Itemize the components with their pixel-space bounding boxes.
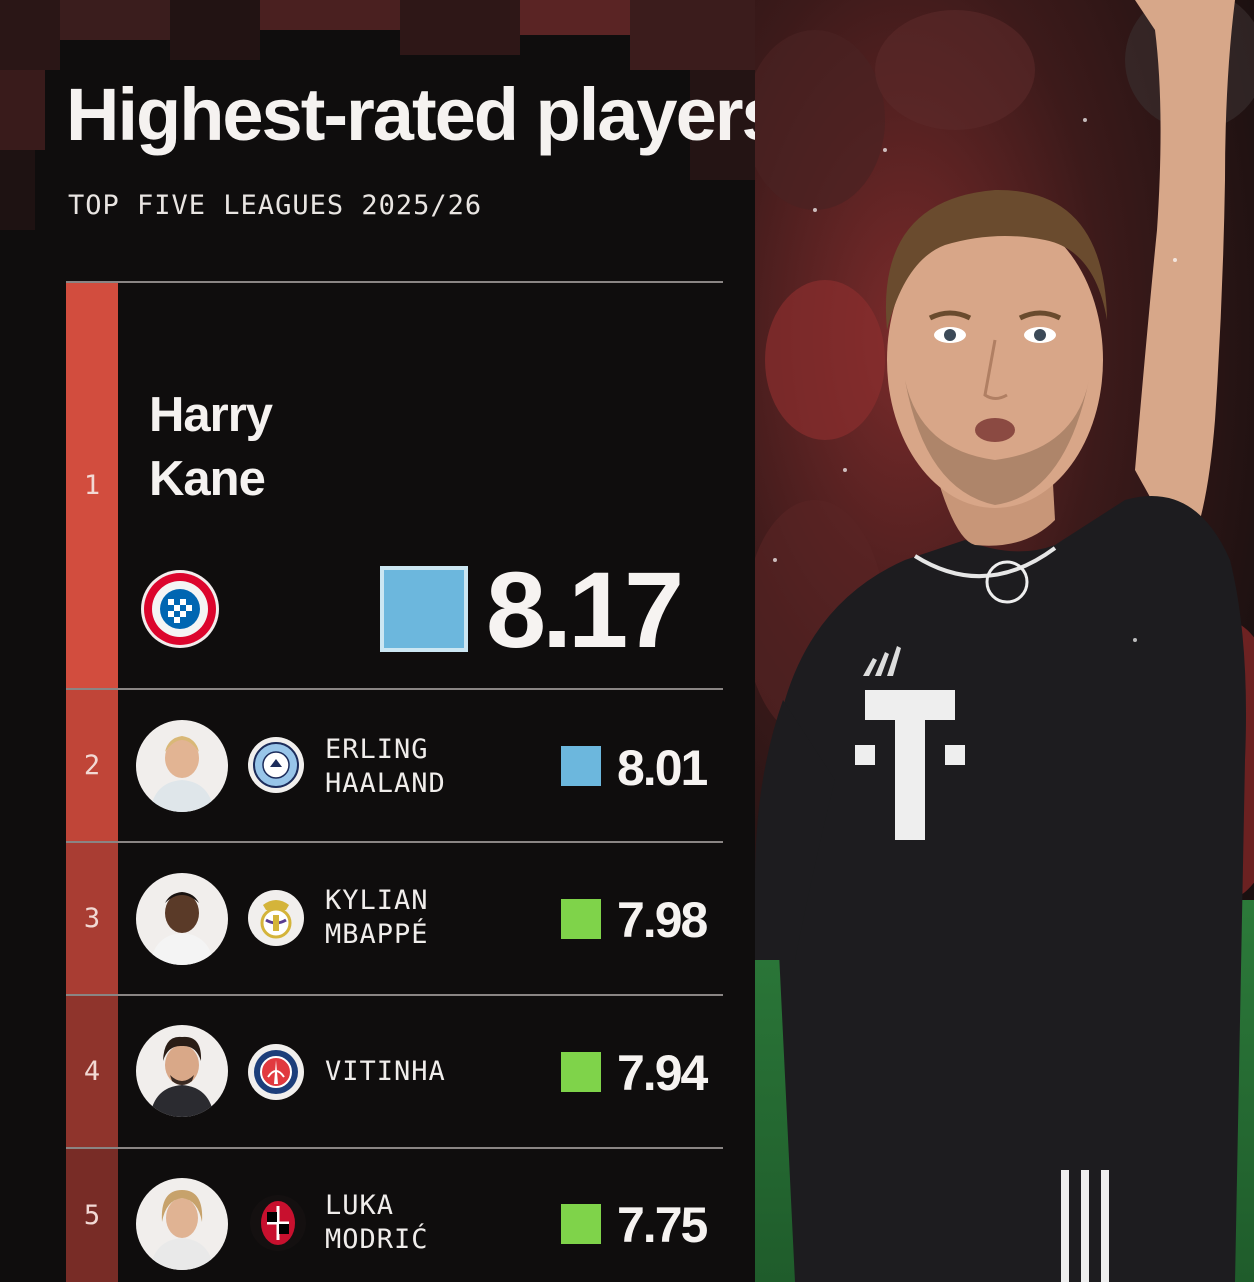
psg-crest-icon bbox=[248, 1044, 304, 1100]
pixel-block bbox=[400, 0, 520, 55]
rank-number: 2 bbox=[83, 750, 101, 781]
rank-badge: 4 bbox=[66, 996, 118, 1147]
player-photo-illustration bbox=[755, 0, 1254, 1282]
pixel-block bbox=[170, 0, 260, 60]
avatar bbox=[136, 1178, 228, 1270]
rank-number: 4 bbox=[83, 1056, 101, 1087]
pixel-block bbox=[260, 0, 400, 30]
player-rating: 7.94 bbox=[617, 1045, 708, 1101]
rank-badge: 2 bbox=[66, 690, 118, 841]
avatar bbox=[136, 720, 228, 812]
page-subtitle: TOP FIVE LEAGUES 2025/26 bbox=[68, 190, 483, 221]
pixel-block bbox=[0, 150, 35, 230]
avatar bbox=[136, 873, 228, 965]
pixel-block bbox=[0, 70, 45, 150]
rank-badge: 1 bbox=[66, 283, 118, 688]
rating-color-square bbox=[561, 899, 601, 939]
player-first-name: VITINHA bbox=[325, 1056, 446, 1087]
player-name: LUKA MODRIĆ bbox=[325, 1189, 429, 1257]
divider bbox=[66, 1147, 723, 1149]
bayern-munchen-crest-icon bbox=[141, 570, 219, 648]
rating-color-square bbox=[380, 566, 468, 652]
player-last-name: HAALAND bbox=[325, 768, 446, 799]
rank-badge: 5 bbox=[66, 1149, 118, 1282]
rating-color-square bbox=[561, 1204, 601, 1244]
player-last-name: MODRIĆ bbox=[325, 1224, 429, 1255]
ac-milan-crest-icon bbox=[250, 1195, 306, 1251]
pixel-block bbox=[60, 0, 170, 40]
avatar bbox=[136, 1025, 228, 1117]
rank-number: 3 bbox=[83, 903, 101, 934]
player-rating: 8.01 bbox=[617, 740, 708, 796]
player-name: ERLING HAALAND bbox=[325, 733, 446, 801]
player-last-name: MBAPPÉ bbox=[325, 919, 429, 950]
ranking-panel: Highest-rated players TOP FIVE LEAGUES 2… bbox=[0, 0, 755, 1282]
pixel-block bbox=[520, 0, 630, 35]
divider bbox=[66, 281, 723, 283]
featured-first-name: Harry bbox=[149, 388, 273, 442]
rating-color-square bbox=[561, 1052, 601, 1092]
divider bbox=[66, 841, 723, 843]
player-rating: 7.98 bbox=[617, 892, 708, 948]
featured-rating: 8.17 bbox=[486, 549, 684, 670]
divider bbox=[66, 994, 723, 996]
featured-last-name: Kane bbox=[149, 452, 266, 506]
manchester-city-crest-icon bbox=[248, 737, 304, 793]
player-first-name: ERLING bbox=[325, 734, 429, 765]
player-name: KYLIAN MBAPPÉ bbox=[325, 884, 429, 952]
pixel-block bbox=[630, 0, 755, 70]
real-madrid-crest-icon bbox=[248, 890, 304, 946]
rank-badge: 3 bbox=[66, 843, 118, 994]
pixel-block bbox=[690, 70, 755, 180]
divider bbox=[66, 688, 723, 690]
player-rating: 7.75 bbox=[617, 1197, 708, 1253]
player-name: VITINHA bbox=[325, 1055, 446, 1089]
player-photo bbox=[755, 0, 1254, 1282]
rank-number: 5 bbox=[83, 1200, 101, 1231]
pixel-block bbox=[0, 0, 60, 70]
player-first-name: LUKA bbox=[325, 1190, 395, 1221]
page-title: Highest-rated players bbox=[66, 73, 755, 156]
player-first-name: KYLIAN bbox=[325, 885, 429, 916]
rating-color-square bbox=[561, 746, 601, 786]
featured-player-name: Harry Kane bbox=[149, 383, 273, 511]
rank-number: 1 bbox=[83, 470, 101, 501]
